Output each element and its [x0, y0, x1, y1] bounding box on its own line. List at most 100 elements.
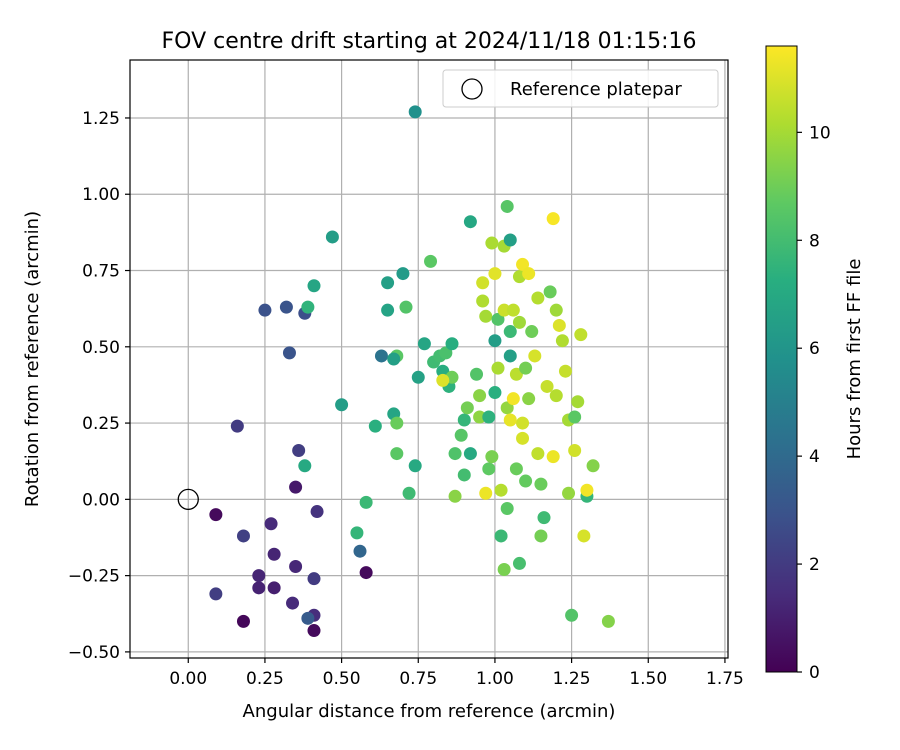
data-point	[325, 230, 339, 244]
data-point	[236, 529, 250, 543]
data-point	[408, 459, 422, 473]
data-point	[531, 447, 545, 461]
data-point	[586, 459, 600, 473]
data-point	[494, 529, 508, 543]
x-tick-label: 1.75	[706, 669, 744, 689]
legend-label: Reference platepar	[510, 79, 682, 100]
y-tick-label: 0.25	[82, 414, 120, 434]
data-point	[390, 416, 404, 430]
data-point	[209, 587, 223, 601]
y-tick-label: 1.25	[82, 109, 120, 129]
data-point	[601, 614, 615, 628]
data-point	[503, 349, 517, 363]
data-point	[258, 303, 272, 317]
data-point	[381, 303, 395, 317]
data-point	[448, 489, 462, 503]
colorbar-label: Hours from first FF file	[844, 259, 865, 460]
data-point	[353, 544, 367, 558]
data-point	[540, 379, 554, 393]
data-point	[522, 267, 536, 281]
data-point	[500, 199, 514, 213]
data-point	[279, 300, 293, 314]
colorbar: 0 2 4 6 8 10 Hours from first FF file	[765, 45, 865, 683]
data-point	[460, 401, 474, 415]
data-point	[402, 486, 416, 500]
data-point	[546, 212, 560, 226]
data-point	[463, 215, 477, 229]
data-point	[436, 364, 450, 378]
colorbar-tick-label: 0	[809, 663, 820, 683]
y-axis-ticks: −0.50 −0.25 0.00 0.25 0.50 0.75 1.00 1.25	[68, 109, 130, 663]
data-point	[574, 328, 588, 342]
x-tick-label: 0.25	[246, 669, 284, 689]
data-point	[445, 337, 459, 351]
data-point	[568, 444, 582, 458]
data-point	[552, 318, 566, 332]
data-point	[525, 325, 539, 339]
data-point	[546, 450, 560, 464]
data-point	[543, 285, 557, 299]
data-point	[488, 386, 502, 400]
data-point	[482, 410, 496, 424]
data-point	[519, 361, 533, 375]
data-point	[503, 325, 517, 339]
data-point	[494, 483, 508, 497]
data-point	[482, 462, 496, 476]
data-point	[301, 611, 315, 625]
x-axis-label: Angular distance from reference (arcmin)	[243, 701, 616, 722]
data-point	[436, 373, 450, 387]
y-axis-label: Rotation from reference (arcmin)	[22, 211, 43, 507]
data-point	[264, 517, 278, 531]
data-point	[497, 303, 511, 317]
colorbar-tick-label: 4	[809, 447, 820, 467]
data-point	[519, 474, 533, 488]
colorbar-tick-label: 8	[809, 231, 820, 251]
data-point	[503, 233, 517, 247]
data-point	[470, 367, 484, 381]
y-tick-label: −0.50	[68, 643, 120, 663]
data-point	[485, 236, 499, 250]
data-point	[500, 401, 514, 415]
data-point	[549, 303, 563, 317]
data-point	[503, 413, 517, 427]
data-point	[310, 505, 324, 519]
data-point	[516, 416, 530, 430]
data-point	[528, 349, 542, 363]
data-point	[424, 254, 438, 268]
data-point	[555, 334, 569, 348]
data-point	[565, 608, 579, 622]
y-tick-label: −0.25	[68, 567, 120, 587]
data-point	[368, 419, 382, 433]
data-point	[534, 477, 548, 491]
x-tick-label: 1.50	[629, 669, 667, 689]
x-tick-label: 1.25	[553, 669, 591, 689]
data-point	[509, 462, 523, 476]
y-tick-label: 0.50	[82, 338, 120, 358]
data-point	[516, 257, 530, 271]
plot-frame	[129, 59, 729, 659]
colorbar-tick-label: 2	[809, 555, 820, 575]
data-point	[509, 367, 523, 381]
data-point	[488, 267, 502, 281]
data-point	[516, 431, 530, 445]
data-point	[230, 419, 244, 433]
y-tick-label: 0.75	[82, 262, 120, 282]
data-point	[473, 389, 487, 403]
data-point	[335, 398, 349, 412]
colorbar-gradient	[765, 45, 798, 673]
data-point	[500, 502, 514, 515]
x-axis-ticks: 0.00 0.25 0.50 0.75 1.00 1.25 1.50 1.75	[169, 658, 744, 689]
data-point	[282, 346, 296, 360]
data-point	[307, 624, 321, 638]
data-point	[381, 276, 395, 290]
data-point	[454, 428, 468, 442]
y-tick-label: 1.00	[82, 185, 120, 205]
data-point	[267, 581, 281, 595]
data-point	[488, 334, 502, 348]
x-tick-label: 0.50	[323, 669, 361, 689]
data-point	[289, 480, 303, 494]
data-point	[562, 486, 576, 500]
x-tick-label: 0.75	[399, 669, 437, 689]
data-point	[571, 395, 585, 409]
